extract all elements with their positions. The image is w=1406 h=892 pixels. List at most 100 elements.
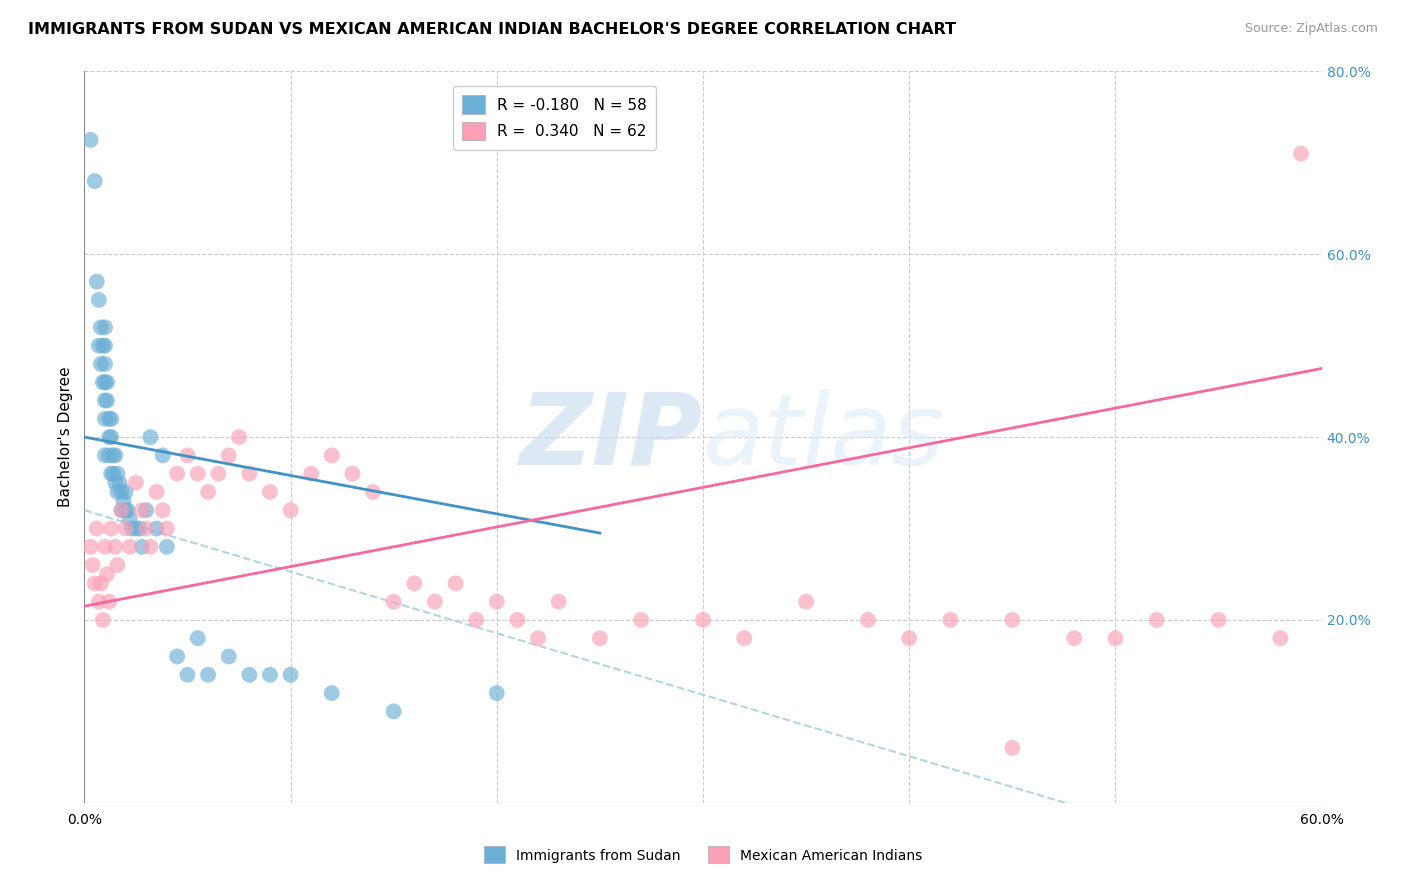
Point <box>187 632 209 646</box>
Point <box>100 412 122 426</box>
Point <box>197 485 219 500</box>
Point <box>131 540 153 554</box>
Point <box>465 613 488 627</box>
Point <box>733 632 755 646</box>
Point <box>83 174 105 188</box>
Point <box>96 375 118 389</box>
Point <box>299 467 322 481</box>
Text: Source: ZipAtlas.com: Source: ZipAtlas.com <box>1244 22 1378 36</box>
Point <box>82 558 104 573</box>
Point <box>125 521 148 535</box>
Point <box>139 540 162 554</box>
Point <box>527 632 550 646</box>
Text: ZIP: ZIP <box>520 389 703 485</box>
Point <box>139 430 162 444</box>
Point <box>135 503 157 517</box>
Point <box>1289 146 1312 161</box>
Point <box>114 521 136 535</box>
Point <box>794 594 817 608</box>
Point <box>145 485 167 500</box>
Point <box>96 393 118 408</box>
Point <box>131 503 153 517</box>
Point <box>361 485 384 500</box>
Point <box>98 412 121 426</box>
Point <box>104 540 127 554</box>
Point <box>79 133 101 147</box>
Point <box>110 485 132 500</box>
Point <box>103 467 125 481</box>
Point <box>382 594 405 608</box>
Point <box>87 338 110 352</box>
Point <box>176 448 198 462</box>
Point <box>485 686 508 700</box>
Point <box>342 467 364 481</box>
Point <box>121 521 143 535</box>
Point <box>110 503 132 517</box>
Point <box>207 467 229 481</box>
Point <box>1001 740 1024 755</box>
Point <box>152 503 174 517</box>
Point <box>91 375 114 389</box>
Point <box>856 613 879 627</box>
Point <box>197 667 219 681</box>
Point <box>135 521 157 535</box>
Point <box>259 667 281 681</box>
Point <box>176 667 198 681</box>
Point <box>98 430 121 444</box>
Point <box>259 485 281 500</box>
Point <box>87 594 110 608</box>
Point <box>96 567 118 582</box>
Point <box>589 632 612 646</box>
Point <box>1063 632 1085 646</box>
Point <box>218 448 240 462</box>
Point <box>118 512 141 526</box>
Point <box>112 494 135 508</box>
Point <box>94 393 117 408</box>
Point <box>1208 613 1230 627</box>
Point <box>321 686 343 700</box>
Point <box>114 503 136 517</box>
Point <box>129 521 152 535</box>
Point <box>238 467 260 481</box>
Point <box>1270 632 1292 646</box>
Point <box>105 467 128 481</box>
Point <box>90 357 112 371</box>
Point <box>100 430 122 444</box>
Point <box>145 521 167 535</box>
Point <box>898 632 921 646</box>
Point <box>110 503 132 517</box>
Point <box>117 503 139 517</box>
Point <box>444 576 467 591</box>
Point <box>228 430 250 444</box>
Point <box>104 475 127 490</box>
Legend: Immigrants from Sudan, Mexican American Indians: Immigrants from Sudan, Mexican American … <box>478 841 928 869</box>
Point <box>98 594 121 608</box>
Point <box>86 275 108 289</box>
Point <box>166 467 188 481</box>
Point <box>630 613 652 627</box>
Point <box>156 540 179 554</box>
Text: IMMIGRANTS FROM SUDAN VS MEXICAN AMERICAN INDIAN BACHELOR'S DEGREE CORRELATION C: IMMIGRANTS FROM SUDAN VS MEXICAN AMERICA… <box>28 22 956 37</box>
Point <box>105 558 128 573</box>
Point <box>105 485 128 500</box>
Point <box>114 485 136 500</box>
Point <box>108 475 131 490</box>
Point <box>94 375 117 389</box>
Text: atlas: atlas <box>703 389 945 485</box>
Point <box>321 448 343 462</box>
Point <box>939 613 962 627</box>
Point <box>218 649 240 664</box>
Point <box>547 594 569 608</box>
Point <box>98 448 121 462</box>
Point <box>90 576 112 591</box>
Point <box>103 448 125 462</box>
Point <box>280 667 302 681</box>
Point <box>1104 632 1126 646</box>
Point <box>94 448 117 462</box>
Point <box>485 594 508 608</box>
Point <box>125 475 148 490</box>
Point <box>692 613 714 627</box>
Point <box>94 540 117 554</box>
Point <box>94 338 117 352</box>
Point <box>382 705 405 719</box>
